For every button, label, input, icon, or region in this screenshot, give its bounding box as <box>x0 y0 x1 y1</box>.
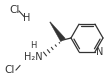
Text: Cl: Cl <box>9 5 19 15</box>
Text: Cl: Cl <box>4 65 14 75</box>
Text: H₂N: H₂N <box>24 52 43 62</box>
Text: H: H <box>30 41 36 51</box>
Polygon shape <box>49 22 65 42</box>
Text: N: N <box>95 47 102 57</box>
Text: H: H <box>23 13 30 23</box>
